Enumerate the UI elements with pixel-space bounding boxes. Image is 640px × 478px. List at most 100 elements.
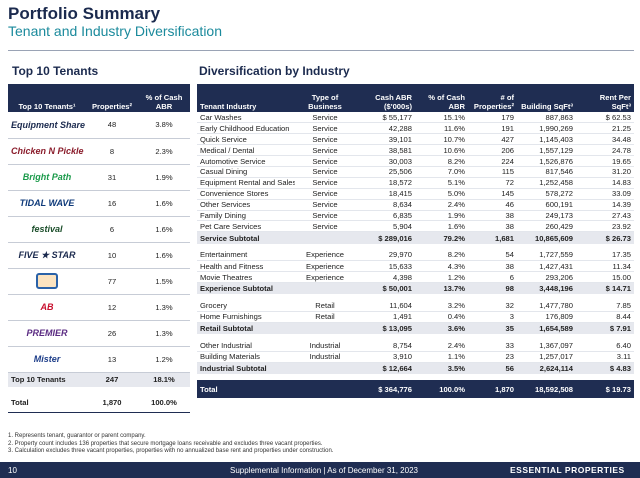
cell: 31.20 [576,166,634,178]
column-header: # of Properties² [468,84,517,112]
pct: 2.3% [138,138,190,165]
tenant-logo: Mister [33,354,61,364]
cell: 30,003 [355,155,415,167]
section-heading: Diversification by Industry [199,64,350,78]
section-heading: Top 10 Tenants [12,64,99,78]
cell: 3.11 [576,351,634,363]
cell: 33 [468,340,517,352]
cell: 224 [468,155,517,167]
cell: 38 [468,260,517,273]
subtotal-row: Retail Subtotal $ 13,095 3.6% 35 1,654,589 $ … [197,321,634,335]
cell: 33.09 [576,188,634,200]
header-row: Top 10 Tenants¹ Properties²% of Cash ABR [8,84,190,112]
industry-row: Entertainment Experience 29,970 8.2% 54 1,727… [197,249,634,262]
industry-row: Convenience Stores Service 18,415 5.0% 145 57… [197,188,634,200]
tenant-logo-cell: Chicken N Pickle [8,138,86,165]
industry-row: Grocery Retail 11,604 3.2% 32 1,477,780 7.85 [197,300,634,312]
footnote: 2. Property count includes 136 propertie… [8,440,323,447]
cell: 176,809 [517,311,576,323]
cell: 249,173 [517,210,576,222]
cell: Service [295,122,355,135]
cell: 0.4% [415,311,468,323]
cell: 15.1% [415,112,468,124]
cell: 11.34 [576,260,634,273]
cell: Grocery [197,300,295,312]
cell: 427 [468,133,517,146]
footnote: 1. Represents tenant, guarantor or paren… [8,433,146,439]
properties: 77 [86,268,138,295]
cell: Total [197,380,355,399]
footnotes: 1. Represents tenant, guarantor or paren… [8,433,334,456]
cell: 13.7% [415,281,468,295]
properties: 26 [86,320,138,347]
column-header: Rent Per SqFt³ [576,84,634,112]
cell: 6,835 [355,210,415,222]
tenant-logo: Chicken N Pickle [11,146,84,156]
cell: 46 [468,199,517,211]
total-row: Total $ 364,776 100.0% 1,870 18,592,508 $ 19.… [197,380,634,399]
cell: 8.44 [576,311,634,323]
tenant-row: AB 12 1.3% [8,294,190,321]
cell: 25,506 [355,166,415,178]
cell: 18,592,508 [517,380,576,399]
cell: 11,604 [355,300,415,312]
cell: 1,727,559 [517,249,576,262]
cell: $ 62.53 [576,112,634,124]
cell: 11.6% [415,122,468,135]
cell: 39,101 [355,133,415,146]
column-header: Properties² [86,84,138,112]
cell: 19.65 [576,155,634,167]
cell: 42,288 [355,122,415,135]
title: Portfolio Summary [8,4,161,23]
cell: 8.2% [415,155,468,167]
cell: Industrial [295,351,355,363]
column-header: Tenant Industry [197,84,295,112]
cell: 1,145,403 [517,133,576,146]
label: Total [8,389,86,413]
cell: $ 26.73 [576,231,634,244]
cell: Convenience Stores [197,188,295,200]
cell: Industrial Subtotal [197,361,355,375]
cell: 1,870 [468,380,517,399]
pct: 100.0% [138,389,190,413]
industry-row: Other Industrial Industrial 8,754 2.4% 33 1,3… [197,340,634,352]
cell: Experience Subtotal [197,281,355,295]
cell: 817,546 [517,166,576,178]
cell: 1,252,458 [517,177,576,189]
industry-row: Other Services Service 8,634 2.4% 46 600,191 1… [197,199,634,211]
tenant-logo-cell: Bright Path [8,164,86,191]
cell: Home Furnishings [197,311,295,323]
cell: Industrial [295,340,355,352]
cell: 35 [468,321,517,335]
column-header: Cash ABR ($'000s) [355,84,415,112]
cell: Service [295,220,355,233]
cell: Retail Subtotal [197,321,355,335]
cell: 4.3% [415,260,468,273]
industry-row: Movie Theatres Experience 4,398 1.2% 6 293,20… [197,271,634,283]
industry-row: Home Furnishings Retail 1,491 0.4% 3 176,809 8… [197,311,634,323]
cell: 56 [468,361,517,375]
cell: 27.43 [576,210,634,222]
cell: 2,624,114 [517,361,576,375]
cell: 191 [468,122,517,135]
cell: 1.9% [415,210,468,222]
industry-row: Casual Dining Service 25,506 7.0% 115 817,546… [197,166,634,178]
cell: 887,863 [517,112,576,124]
properties: 6 [86,216,138,243]
tenant-logo: festival [31,224,63,234]
cell: 23 [468,351,517,363]
cell: 3.6% [415,321,468,335]
tenant-row: 77 1.5% [8,268,190,295]
rule [8,50,634,51]
properties: 247 [86,372,138,393]
cell: 5,904 [355,220,415,233]
cell: 98 [468,281,517,295]
cell: 1,257,017 [517,351,576,363]
cell: Pet Care Services [197,220,295,233]
subtotal-row: Service Subtotal $ 289,016 79.2% 1,681 10,86… [197,231,634,244]
cell: 5.0% [415,188,468,200]
cell: 8,634 [355,199,415,211]
column-header: % of Cash ABR [138,84,190,112]
tenant-logo-cell [8,268,86,295]
cell: Automotive Service [197,155,295,167]
